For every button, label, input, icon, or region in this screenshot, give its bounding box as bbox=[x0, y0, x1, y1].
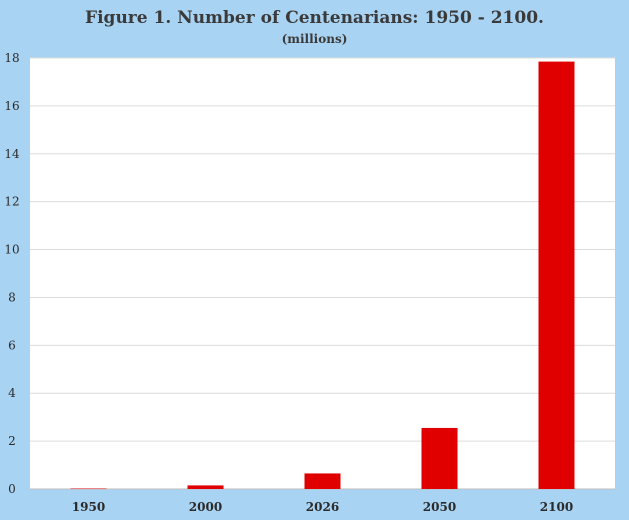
bar-2000 bbox=[187, 485, 224, 489]
y-tick-label: 4 bbox=[8, 386, 16, 400]
y-tick-label: 2 bbox=[8, 434, 16, 448]
y-tick-label: 8 bbox=[8, 290, 16, 304]
bar-2100 bbox=[538, 61, 575, 489]
x-tick-label: 1950 bbox=[72, 500, 105, 514]
chart-title: Figure 1. Number of Centenarians: 1950 -… bbox=[85, 8, 544, 28]
y-tick-label: 16 bbox=[4, 99, 19, 113]
bar-2050 bbox=[421, 427, 458, 489]
x-tick-label: 2050 bbox=[423, 500, 456, 514]
y-tick-label: 18 bbox=[4, 51, 19, 65]
plot-area bbox=[30, 58, 615, 489]
bar-2026 bbox=[304, 473, 341, 489]
bar-1950 bbox=[70, 488, 107, 490]
y-tick-label: 0 bbox=[8, 482, 16, 496]
chart-subtitle: (millions) bbox=[281, 32, 348, 46]
x-tick-label: 2026 bbox=[306, 500, 339, 514]
y-tick-label: 14 bbox=[4, 147, 20, 161]
x-tick-label: 2000 bbox=[189, 500, 222, 514]
y-tick-label: 12 bbox=[4, 195, 19, 209]
y-tick-label: 6 bbox=[8, 338, 16, 352]
y-tick-label: 10 bbox=[4, 243, 19, 257]
x-tick-label: 2100 bbox=[540, 500, 573, 514]
